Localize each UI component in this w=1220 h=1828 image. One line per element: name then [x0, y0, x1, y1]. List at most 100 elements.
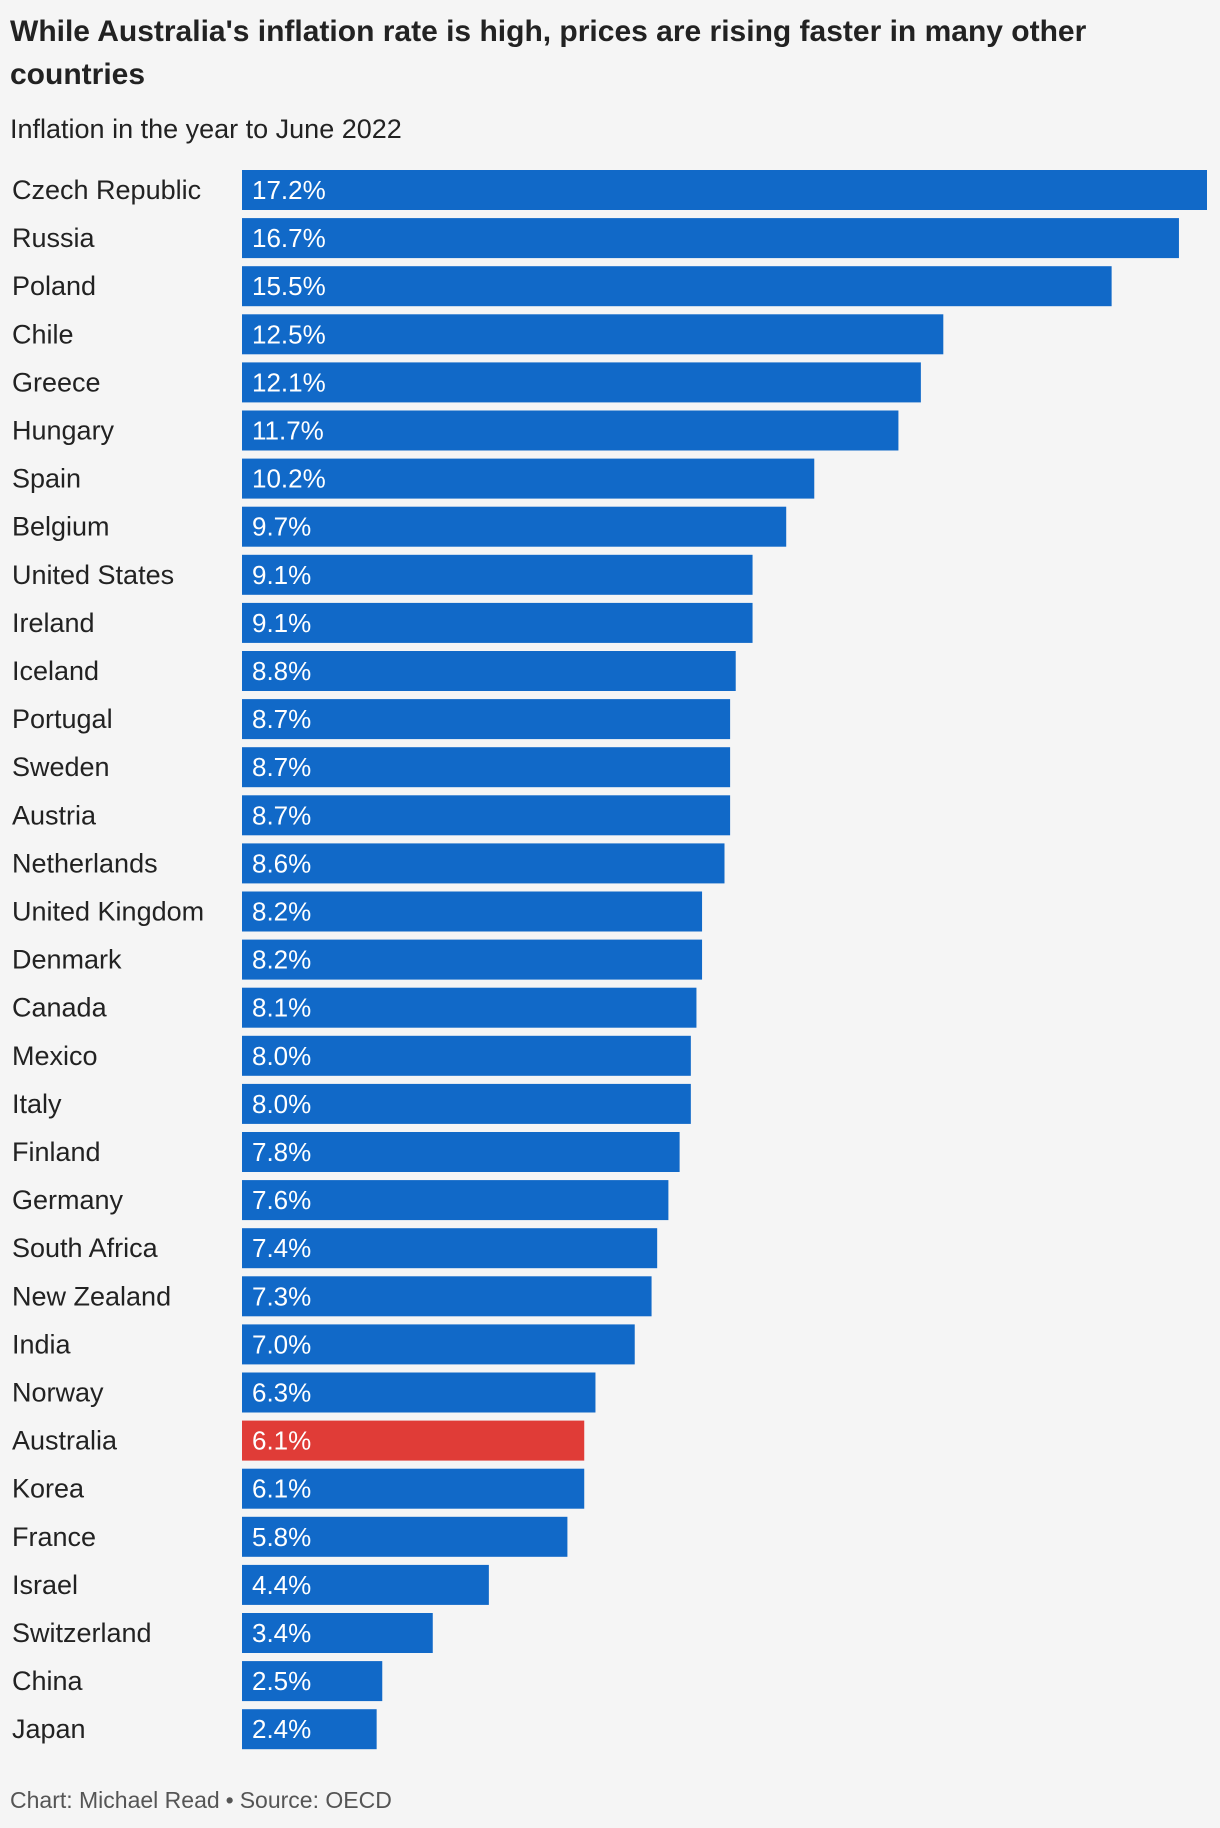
bar-denmark — [242, 939, 703, 980]
value-label-united-kingdom: 8.2% — [252, 897, 311, 927]
value-label-new-zealand: 7.3% — [252, 1281, 311, 1311]
bar-canada — [242, 987, 697, 1028]
chart-source: Source: OECD — [239, 1787, 392, 1813]
category-label-korea: Korea — [12, 1474, 85, 1504]
category-label-austria: Austria — [12, 800, 97, 830]
category-label-netherlands: Netherlands — [12, 848, 158, 878]
bar-belgium — [242, 506, 787, 547]
value-label-korea: 6.1% — [252, 1474, 311, 1504]
bar-spain — [242, 458, 815, 499]
bar-japan — [242, 1709, 377, 1750]
category-label-russia: Russia — [12, 223, 96, 253]
bar-ireland — [242, 602, 753, 643]
bar-finland — [242, 1132, 680, 1172]
bar-italy — [242, 1083, 691, 1124]
value-label-russia: 16.7% — [252, 223, 326, 253]
bar-new-zealand — [242, 1276, 652, 1317]
category-label-greece: Greece — [12, 367, 101, 397]
value-label-canada: 8.1% — [252, 993, 311, 1023]
category-label-denmark: Denmark — [12, 945, 122, 975]
value-label-france: 5.8% — [252, 1522, 311, 1552]
bar-chile — [242, 314, 944, 355]
bar-greece — [242, 362, 921, 403]
category-label-united-states: United States — [12, 560, 174, 590]
value-label-united-states: 9.1% — [252, 560, 311, 590]
value-label-australia: 6.1% — [252, 1426, 311, 1456]
category-label-india: India — [12, 1329, 72, 1359]
value-label-israel: 4.4% — [252, 1570, 311, 1600]
value-label-netherlands: 8.6% — [252, 848, 311, 878]
bar-united-states — [242, 554, 753, 595]
bar-iceland — [242, 651, 736, 691]
category-label-canada: Canada — [12, 993, 108, 1023]
bar-china — [242, 1661, 383, 1702]
footer-separator: • — [225, 1787, 234, 1813]
value-label-portugal: 8.7% — [252, 704, 311, 734]
value-label-austria: 8.7% — [252, 800, 311, 830]
category-label-china: China — [12, 1666, 84, 1696]
bar-hungary — [242, 410, 899, 451]
value-label-south-africa: 7.4% — [252, 1233, 311, 1263]
bar-sweden — [242, 747, 731, 788]
category-label-iceland: Iceland — [12, 656, 99, 686]
category-label-spain: Spain — [12, 464, 81, 494]
bar-united-kingdom — [242, 891, 703, 932]
category-label-norway: Norway — [12, 1378, 104, 1408]
bar-portugal — [242, 699, 731, 740]
category-label-south-africa: South Africa — [12, 1233, 159, 1263]
bar-russia — [242, 218, 1179, 259]
bar-south-africa — [242, 1228, 658, 1269]
value-label-greece: 12.1% — [252, 367, 326, 397]
value-label-china: 2.5% — [252, 1666, 311, 1696]
value-label-spain: 10.2% — [252, 464, 326, 494]
bar-austria — [242, 795, 731, 836]
category-label-hungary: Hungary — [12, 416, 115, 446]
bar-israel — [242, 1564, 489, 1605]
chart-subtitle: Inflation in the year to June 2022 — [10, 114, 402, 144]
value-label-germany: 7.6% — [252, 1185, 311, 1215]
category-label-ireland: Ireland — [12, 608, 95, 638]
category-label-sweden: Sweden — [12, 752, 110, 782]
value-label-ireland: 9.1% — [252, 608, 311, 638]
bar-mexico — [242, 1035, 691, 1076]
bar-france — [242, 1516, 568, 1557]
category-label-finland: Finland — [12, 1137, 101, 1167]
category-label-italy: Italy — [12, 1089, 62, 1119]
value-label-sweden: 8.7% — [252, 752, 311, 782]
bar-czech-republic — [242, 170, 1207, 210]
chart-title: While Australia's inflation rate is high… — [10, 15, 1087, 91]
category-label-mexico: Mexico — [12, 1041, 98, 1071]
value-label-india: 7.0% — [252, 1329, 311, 1359]
category-label-japan: Japan — [12, 1714, 86, 1744]
bar-netherlands — [242, 843, 725, 884]
bar-australia — [242, 1420, 585, 1461]
value-label-mexico: 8.0% — [252, 1041, 311, 1071]
value-label-czech-republic: 17.2% — [252, 175, 326, 205]
category-label-portugal: Portugal — [12, 704, 113, 734]
value-label-italy: 8.0% — [252, 1089, 311, 1119]
category-label-switzerland: Switzerland — [12, 1618, 152, 1648]
bar-chart: Czech Republic 17.2% Russia 16.7% Poland 15.5… — [12, 170, 1207, 1750]
value-label-hungary: 11.7% — [252, 416, 324, 446]
value-label-japan: 2.4% — [252, 1714, 311, 1744]
bar-switzerland — [242, 1613, 433, 1653]
bar-korea — [242, 1468, 585, 1509]
category-label-united-kingdom: United Kingdom — [12, 897, 204, 927]
value-label-norway: 6.3% — [252, 1378, 311, 1408]
value-label-finland: 7.8% — [252, 1137, 311, 1167]
chart-footer: Chart: Michael Read • Source: OECD — [10, 1785, 392, 1815]
bar-germany — [242, 1180, 669, 1221]
value-label-chile: 12.5% — [252, 319, 326, 349]
category-label-poland: Poland — [12, 271, 96, 301]
category-label-chile: Chile — [12, 319, 74, 349]
value-label-belgium: 9.7% — [252, 512, 311, 542]
chart-credit: Chart: Michael Read — [10, 1787, 220, 1813]
category-label-france: France — [12, 1522, 96, 1552]
category-label-germany: Germany — [12, 1185, 124, 1215]
bar-india — [242, 1324, 635, 1365]
category-label-australia: Australia — [12, 1426, 118, 1456]
value-label-poland: 15.5% — [252, 271, 326, 301]
bar-norway — [242, 1372, 596, 1413]
value-label-denmark: 8.2% — [252, 945, 311, 975]
bar-poland — [242, 266, 1112, 307]
